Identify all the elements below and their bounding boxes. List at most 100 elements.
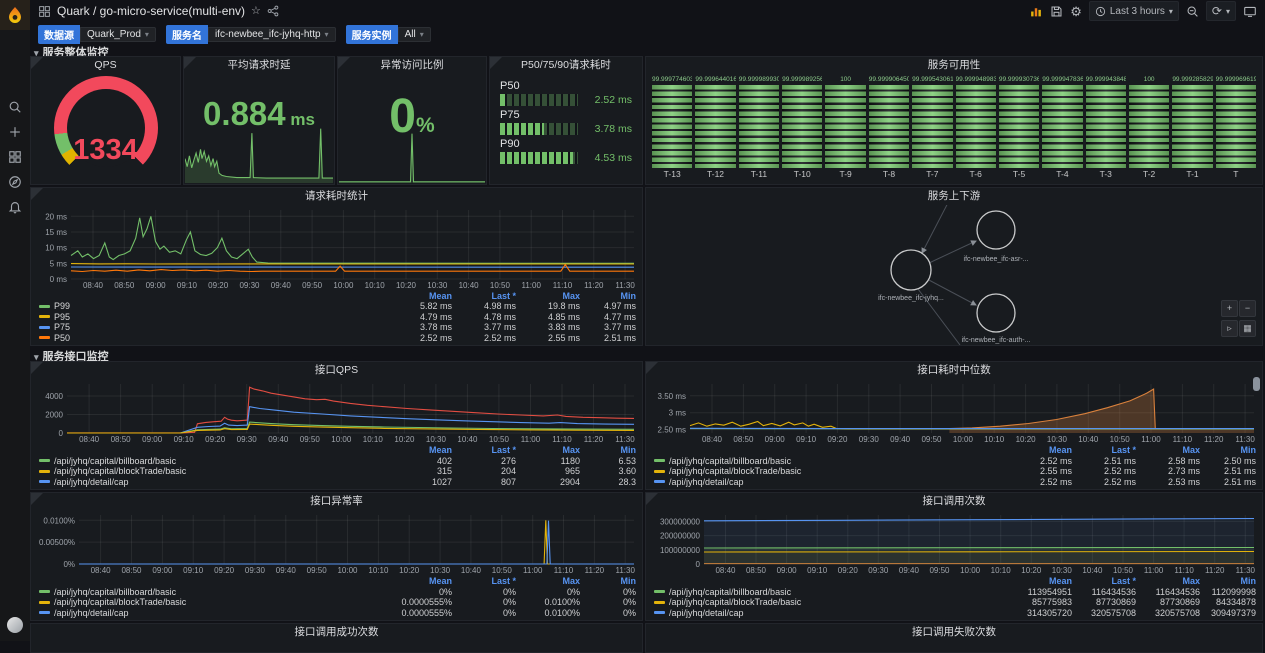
scrollbar-thumb[interactable] (1253, 377, 1260, 391)
legend-series-name[interactable]: /api/jyhq/capital/blockTrade/basic (39, 597, 388, 607)
api-count-chart[interactable]: 0 100000000 200000000 300000000 08:40 08:50 09… (648, 510, 1260, 576)
panel-title[interactable]: 接口调用成功次数 (294, 626, 379, 638)
legend-series-name[interactable]: /api/jyhq/detail/cap (654, 608, 1008, 618)
save-icon[interactable] (1050, 5, 1063, 18)
search-icon[interactable] (0, 96, 30, 118)
availability-bar-gauge[interactable] (955, 85, 996, 168)
availability-bar-gauge[interactable] (1128, 85, 1170, 168)
legend-column-header[interactable]: Max (562, 290, 580, 301)
zoom-in-button[interactable]: + (1221, 300, 1238, 317)
topology-node-downstream[interactable] (976, 293, 1016, 333)
legend-series-name[interactable]: P75 (39, 322, 388, 332)
legend-series-name[interactable]: P95 (39, 312, 388, 322)
legend-series-name[interactable]: /api/jyhq/capital/blockTrade/basic (39, 466, 388, 476)
legend-column-header[interactable]: Last * (491, 290, 516, 301)
avg-latency-sparkline[interactable] (184, 125, 333, 183)
percentile-bar-gauge[interactable] (500, 152, 578, 164)
grafana-logo[interactable] (0, 0, 30, 30)
section-api-monitoring[interactable]: ▾ 服务接口监控 (34, 351, 109, 363)
availability-bar-gauge[interactable] (1085, 85, 1126, 168)
legend-series-name[interactable]: /api/jyhq/capital/billboard/basic (654, 587, 1008, 597)
legend-column-header[interactable]: Max (1182, 576, 1200, 587)
legend-column-header[interactable]: Max (562, 445, 580, 456)
variable-0[interactable]: 数据源 Quark_Prod ▾ (38, 24, 156, 44)
availability-bar-gauge[interactable] (1172, 85, 1213, 168)
legend-series-name[interactable]: P99 (39, 301, 388, 311)
legend-column-header[interactable]: Mean (428, 576, 452, 587)
variable-value-dropdown[interactable]: Quark_Prod ▾ (80, 26, 156, 42)
user-avatar[interactable] (7, 617, 23, 633)
settings-gear-icon[interactable]: ⚙ (1070, 3, 1082, 19)
topology-node-upstream[interactable] (976, 210, 1016, 250)
legend-column-header[interactable]: Mean (428, 445, 452, 456)
legend-column-header[interactable]: Min (620, 576, 637, 587)
api-error-chart[interactable]: 0% 0.00500% 0.0100% 08:40 08:50 09:00 09:10 09:… (33, 510, 640, 576)
availability-bar-gauge[interactable] (782, 85, 823, 168)
variable-2[interactable]: 服务实例 All ▾ (345, 24, 431, 44)
availability-bar-gauge[interactable] (868, 85, 910, 168)
error-ratio-sparkline[interactable] (339, 121, 485, 183)
legend-column-header[interactable]: Max (1182, 445, 1200, 456)
topology-node-center[interactable] (890, 249, 932, 291)
dashboards-icon[interactable] (0, 146, 30, 168)
legend-column-header[interactable]: Min (1240, 445, 1257, 456)
percentile-bar-gauge[interactable] (500, 94, 578, 106)
legend-column-header[interactable]: Min (1240, 576, 1257, 587)
legend-column-header[interactable]: Max (562, 576, 580, 587)
panel-title[interactable]: 接口耗时中位数 (917, 364, 991, 376)
variable-value-dropdown[interactable]: All ▾ (397, 26, 431, 42)
legend-column-header[interactable]: Min (620, 445, 637, 456)
share-icon[interactable] (267, 5, 279, 17)
panel-title[interactable]: P50/75/90请求耗时 (521, 59, 611, 71)
legend-column-header[interactable]: Last * (1111, 445, 1136, 456)
percentile-bar-gauge[interactable] (500, 123, 578, 135)
explore-compass-icon[interactable] (0, 171, 30, 193)
variable-1[interactable]: 服务名 ifc-newbee_ifc-jyhq-http ▾ (165, 24, 336, 44)
availability-bar-gauge[interactable] (738, 85, 780, 168)
panel-title[interactable]: 接口调用次数 (922, 495, 986, 507)
panel-title[interactable]: 接口调用失败次数 (912, 626, 996, 638)
availability-bar-gauge[interactable] (1042, 85, 1083, 168)
topology-graph[interactable]: ifc-newbee_ifc-jyhq... ifc-newbee_ifc-as… (646, 205, 1262, 345)
legend-series-name[interactable]: /api/jyhq/capital/billboard/basic (39, 456, 388, 466)
api-qps-chart[interactable]: 0 2000 4000 08:40 08:50 09:00 09:10 09:20 09:30 0… (33, 379, 640, 445)
star-icon[interactable]: ☆ (251, 4, 261, 17)
panel-title[interactable]: 服务上下游 (927, 190, 981, 202)
availability-bar-gauge[interactable] (825, 85, 866, 168)
panel-title[interactable]: 平均请求时延 (227, 59, 291, 71)
panel-title[interactable]: 接口QPS (314, 364, 359, 376)
availability-bar-gauge[interactable] (652, 85, 693, 168)
legend-series-name[interactable]: /api/jyhq/detail/cap (39, 477, 388, 487)
legend-series-name[interactable]: /api/jyhq/capital/billboard/basic (39, 587, 388, 597)
legend-column-header[interactable]: Last * (491, 576, 516, 587)
legend-series-name[interactable]: P50 (39, 333, 388, 343)
legend-column-header[interactable]: Last * (1111, 576, 1136, 587)
availability-bar-gauge[interactable] (998, 85, 1040, 168)
legend-series-name[interactable]: /api/jyhq/capital/blockTrade/basic (654, 466, 1008, 476)
legend-column-header[interactable]: Min (620, 290, 637, 301)
legend-series-name[interactable]: /api/jyhq/capital/blockTrade/basic (654, 597, 1008, 607)
legend-series-name[interactable]: /api/jyhq/capital/billboard/basic (654, 456, 1008, 466)
availability-bar-gauge[interactable] (1215, 85, 1257, 168)
api-median-chart[interactable]: 2.50 ms 3 ms 3.50 ms 08:40 08:50 09:00 09:10 09… (648, 379, 1260, 445)
tv-cycle-icon[interactable] (1243, 5, 1257, 18)
add-panel-icon[interactable] (1029, 5, 1043, 18)
availability-bar-gauge[interactable] (912, 85, 953, 168)
panel-title[interactable]: 异常访问比例 (380, 59, 444, 71)
panel-title[interactable]: 接口异常率 (310, 495, 363, 507)
latency-stats-chart[interactable]: 0 ms 5 ms 10 ms 15 ms 20 ms 08:40 08:50 09:00 09… (33, 205, 640, 291)
zoom-out-icon[interactable] (1186, 5, 1199, 18)
legend-column-header[interactable]: Mean (1048, 576, 1072, 587)
legend-column-header[interactable]: Last * (491, 445, 516, 456)
create-plus-icon[interactable] (0, 121, 30, 143)
refresh-button[interactable]: ⟳ ▾ (1205, 1, 1236, 21)
legend-column-header[interactable]: Mean (1048, 445, 1072, 456)
panel-title[interactable]: 服务可用性 (927, 59, 981, 71)
variable-value-dropdown[interactable]: ifc-newbee_ifc-jyhq-http ▾ (207, 26, 336, 42)
availability-bar-gauge[interactable] (695, 85, 736, 168)
grid-layout-button[interactable]: ▦ (1239, 320, 1256, 337)
pan-button[interactable]: ▹ (1221, 320, 1238, 337)
legend-column-header[interactable]: Mean (428, 290, 452, 301)
panel-title[interactable]: 请求耗时统计 (305, 190, 368, 202)
zoom-out-button[interactable]: − (1239, 300, 1256, 317)
